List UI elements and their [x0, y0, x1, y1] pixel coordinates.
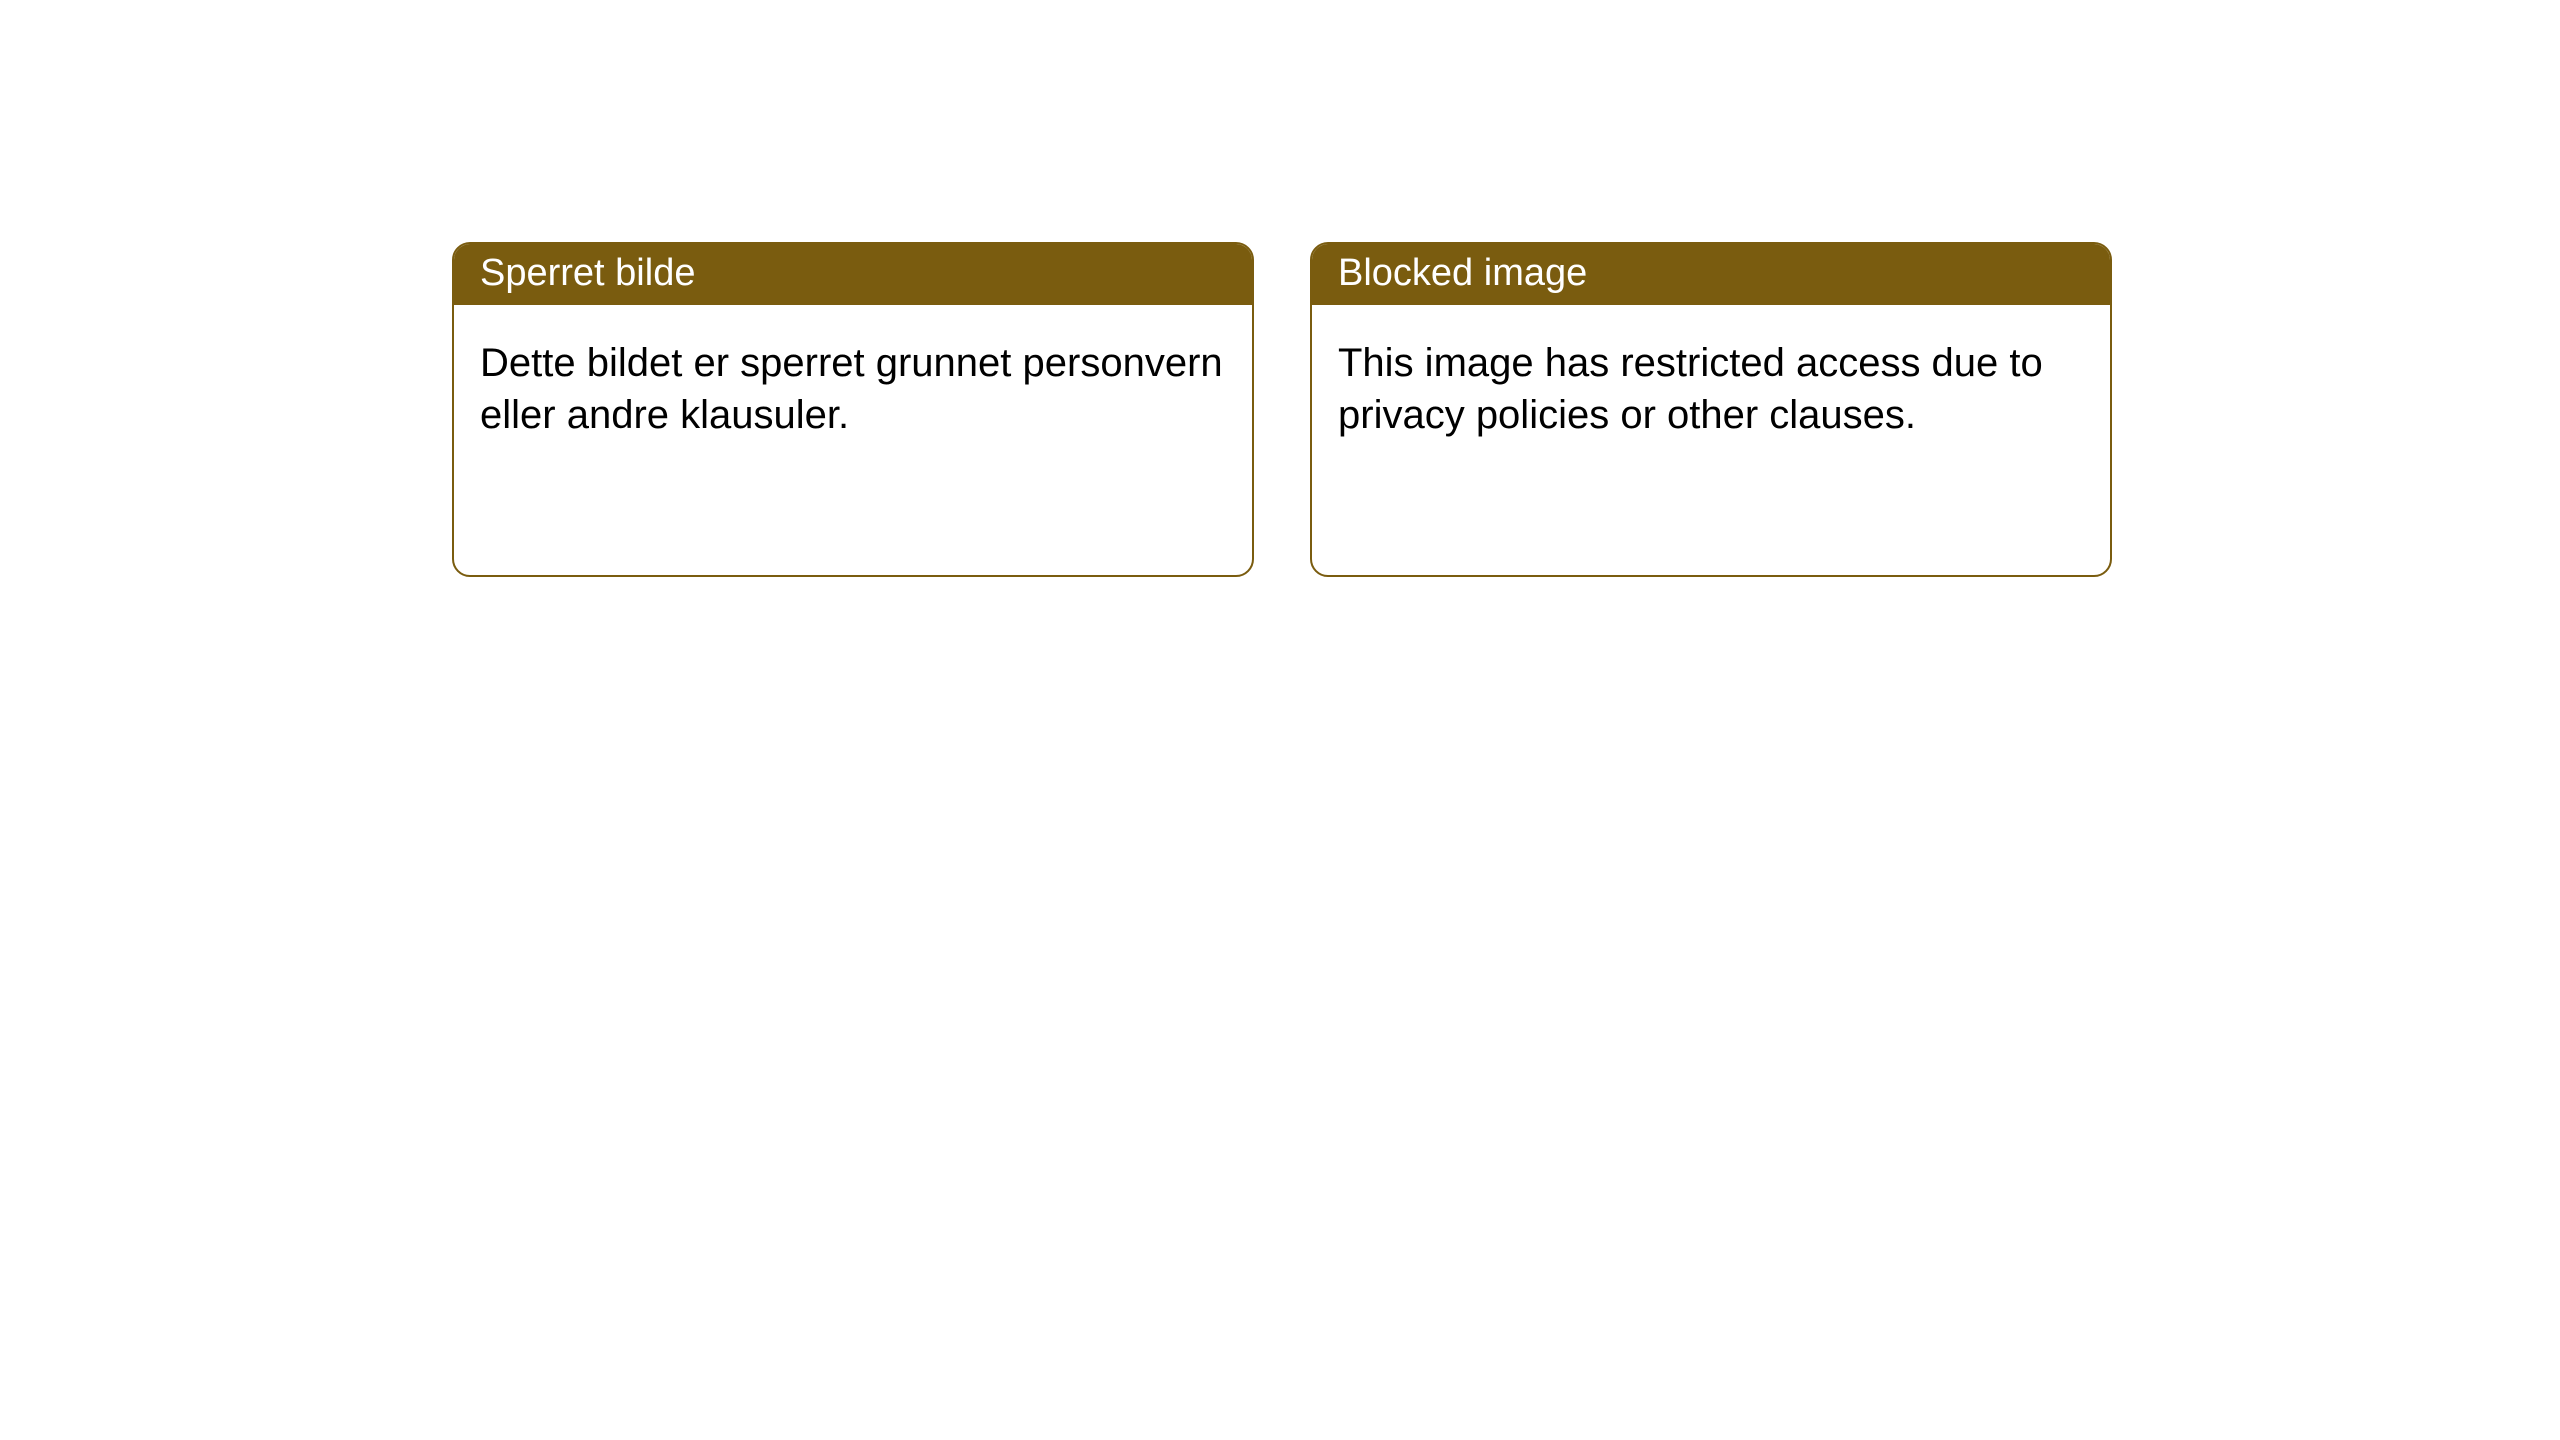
notice-body-text: This image has restricted access due to …	[1338, 341, 2043, 437]
notice-body: Dette bildet er sperret grunnet personve…	[454, 305, 1252, 575]
notice-header: Sperret bilde	[454, 244, 1252, 305]
notice-title: Sperret bilde	[480, 252, 695, 294]
notice-card-norwegian: Sperret bilde Dette bildet er sperret gr…	[452, 242, 1254, 577]
notice-card-english: Blocked image This image has restricted …	[1310, 242, 2112, 577]
notice-container: Sperret bilde Dette bildet er sperret gr…	[0, 0, 2560, 577]
notice-header: Blocked image	[1312, 244, 2110, 305]
notice-body: This image has restricted access due to …	[1312, 305, 2110, 575]
notice-title: Blocked image	[1338, 252, 1587, 294]
notice-body-text: Dette bildet er sperret grunnet personve…	[480, 341, 1223, 437]
